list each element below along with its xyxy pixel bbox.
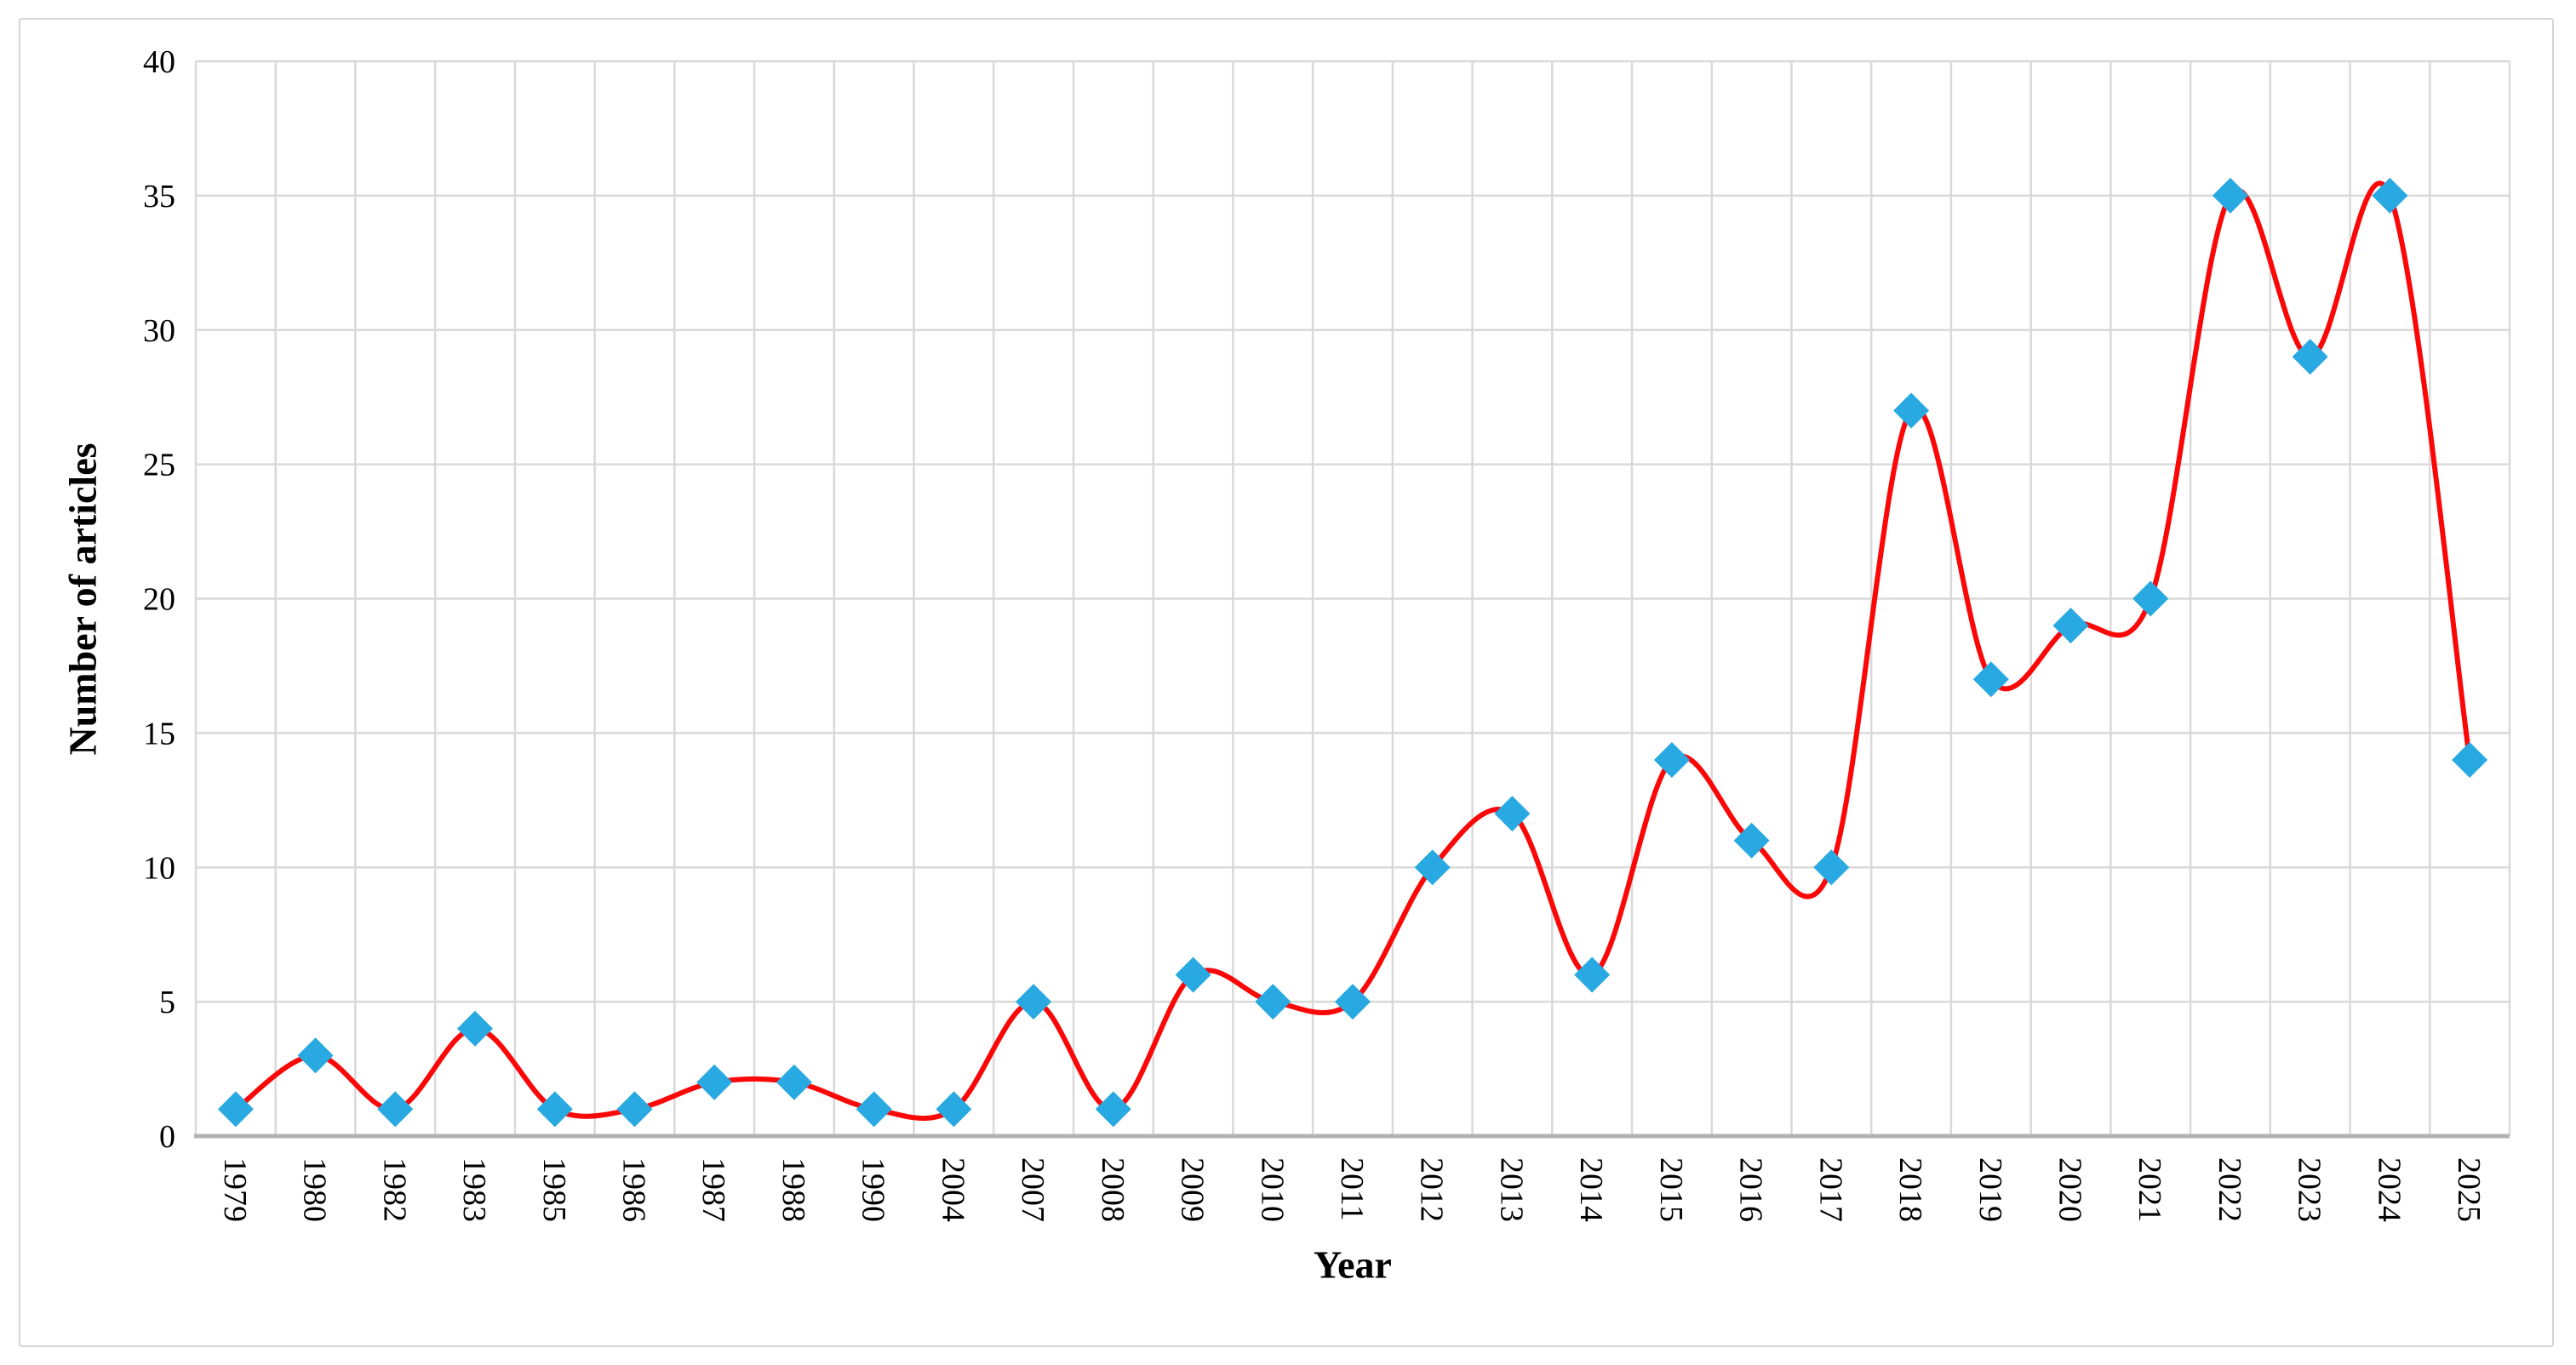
x-tick-label-2021: 2021 xyxy=(2132,1157,2167,1222)
data-point-1983-value-4 xyxy=(457,1010,493,1047)
x-tick-label-1987: 1987 xyxy=(696,1157,731,1222)
figure-border xyxy=(19,18,2554,1347)
y-tick-label-10: 10 xyxy=(143,850,175,886)
data-point-2019-value-17 xyxy=(1972,661,2009,698)
x-tick-label-1979: 1979 xyxy=(217,1157,253,1222)
x-tick-label-2025: 2025 xyxy=(2451,1157,2487,1222)
x-tick-label-2013: 2013 xyxy=(1493,1157,1529,1222)
x-tick-label-2010: 2010 xyxy=(1254,1157,1290,1222)
data-point-2024-value-35 xyxy=(2372,177,2408,214)
data-point-1982-value-1 xyxy=(377,1091,414,1128)
data-point-1986-value-1 xyxy=(616,1091,653,1128)
y-tick-label-40: 40 xyxy=(143,44,175,80)
x-tick-label-1985: 1985 xyxy=(536,1157,572,1222)
x-tick-label-2023: 2023 xyxy=(2292,1157,2327,1222)
y-tick-label-15: 15 xyxy=(143,716,175,751)
x-tick-label-2007: 2007 xyxy=(1015,1157,1050,1222)
y-tick-label-35: 35 xyxy=(143,179,175,214)
data-point-2021-value-20 xyxy=(2132,580,2169,617)
data-point-2014-value-6 xyxy=(1574,957,1611,993)
data-point-2013-value-12 xyxy=(1494,796,1531,832)
x-tick-label-2009: 2009 xyxy=(1175,1157,1211,1222)
y-tick-label-5: 5 xyxy=(159,985,175,1020)
y-tick-label-30: 30 xyxy=(143,313,175,349)
data-point-2017-value-10 xyxy=(1813,849,1850,886)
data-point-2023-value-29 xyxy=(2292,339,2328,375)
x-tick-label-2012: 2012 xyxy=(1414,1157,1450,1222)
data-point-2007-value-5 xyxy=(1016,984,1052,1020)
y-tick-label-20: 20 xyxy=(143,582,175,618)
data-point-2015-value-14 xyxy=(1653,742,1690,778)
x-tick-label-2008: 2008 xyxy=(1095,1157,1131,1222)
x-tick-label-2020: 2020 xyxy=(2052,1157,2088,1222)
x-tick-label-2017: 2017 xyxy=(1812,1157,1848,1222)
x-tick-label-1990: 1990 xyxy=(856,1157,891,1222)
x-tick-label-2011: 2011 xyxy=(1334,1157,1370,1221)
x-tick-label-2015: 2015 xyxy=(1653,1157,1689,1222)
x-tick-label-1980: 1980 xyxy=(297,1157,333,1222)
data-point-2022-value-35 xyxy=(2212,177,2248,214)
data-point-2010-value-5 xyxy=(1255,984,1291,1020)
x-tick-label-2016: 2016 xyxy=(1733,1157,1769,1222)
x-tick-label-2022: 2022 xyxy=(2212,1157,2247,1222)
x-tick-label-2004: 2004 xyxy=(935,1157,970,1222)
x-tick-label-2018: 2018 xyxy=(1892,1157,1928,1222)
data-point-1985-value-1 xyxy=(536,1091,573,1128)
x-axis-title: Year xyxy=(1314,1242,1392,1287)
data-point-2025-value-14 xyxy=(2452,742,2488,778)
data-point-2009-value-6 xyxy=(1175,957,1211,993)
series-line xyxy=(232,180,2473,1122)
data-point-2020-value-19 xyxy=(2052,608,2089,644)
data-point-2008-value-1 xyxy=(1095,1091,1131,1128)
y-tick-label-0: 0 xyxy=(159,1119,175,1155)
x-tick-label-1983: 1983 xyxy=(456,1157,492,1222)
data-point-1990-value-1 xyxy=(856,1091,892,1128)
x-tick-label-2014: 2014 xyxy=(1573,1157,1609,1222)
data-point-2004-value-1 xyxy=(936,1091,972,1128)
data-point-2018-value-27 xyxy=(1893,392,1930,429)
x-tick-label-2024: 2024 xyxy=(2371,1157,2407,1222)
data-point-2016-value-11 xyxy=(1733,822,1770,859)
x-tick-label-2019: 2019 xyxy=(1972,1157,2008,1222)
x-tick-label-1982: 1982 xyxy=(376,1157,412,1222)
data-point-1980-value-3 xyxy=(297,1037,334,1074)
data-point-1979-value-1 xyxy=(217,1091,254,1128)
data-point-1987-value-2 xyxy=(696,1064,733,1100)
y-tick-label-25: 25 xyxy=(143,448,175,483)
x-tick-label-1986: 1986 xyxy=(616,1157,652,1222)
x-tick-label-1988: 1988 xyxy=(776,1157,811,1222)
data-point-1988-value-2 xyxy=(776,1064,812,1100)
data-point-2011-value-5 xyxy=(1335,984,1371,1020)
y-axis-title: Number of articles xyxy=(60,443,105,756)
data-point-2012-value-10 xyxy=(1414,849,1451,886)
